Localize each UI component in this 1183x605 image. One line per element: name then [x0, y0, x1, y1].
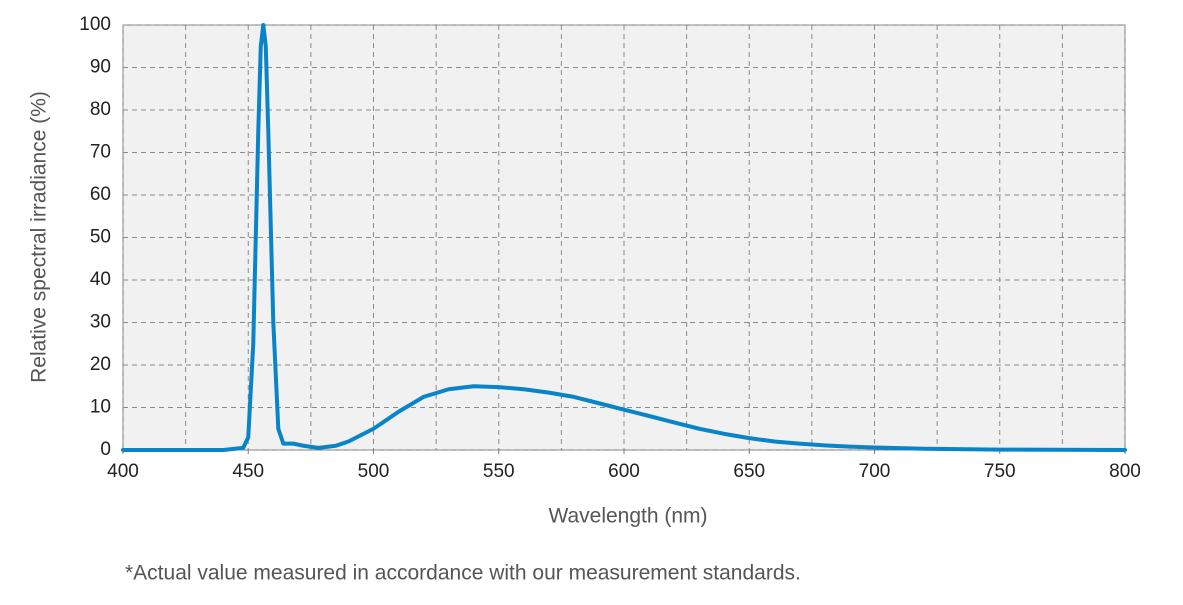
y-tick-label: 40: [90, 269, 111, 290]
y-tick-label: 100: [79, 14, 111, 35]
x-tick-label: 650: [733, 461, 765, 482]
x-tick-label: 800: [1109, 461, 1141, 482]
y-tick-label: 30: [90, 312, 111, 333]
y-tick-label: 80: [90, 99, 111, 120]
y-tick-label: 90: [90, 57, 111, 78]
x-tick-label: 550: [483, 461, 515, 482]
x-axis-title: Wavelength (nm): [548, 505, 707, 528]
spectrum-line: [121, 23, 1127, 452]
y-tick-label: 60: [90, 184, 111, 205]
x-tick-label: 750: [984, 461, 1016, 482]
x-tick-label: 400: [107, 461, 139, 482]
y-tick-label: 0: [100, 439, 111, 460]
x-tick-label: 700: [859, 461, 891, 482]
y-tick-label: 50: [90, 227, 111, 248]
x-tick-label: 600: [608, 461, 640, 482]
y-tick-label: 10: [90, 397, 111, 418]
x-tick-label: 500: [358, 461, 390, 482]
y-tick-label: 70: [90, 142, 111, 163]
footnote: *Actual value measured in accordance wit…: [125, 562, 801, 585]
y-axis-title: Relative spectral irradiance (%): [28, 91, 51, 383]
x-tick-label: 450: [232, 461, 264, 482]
y-tick-label: 20: [90, 354, 111, 375]
